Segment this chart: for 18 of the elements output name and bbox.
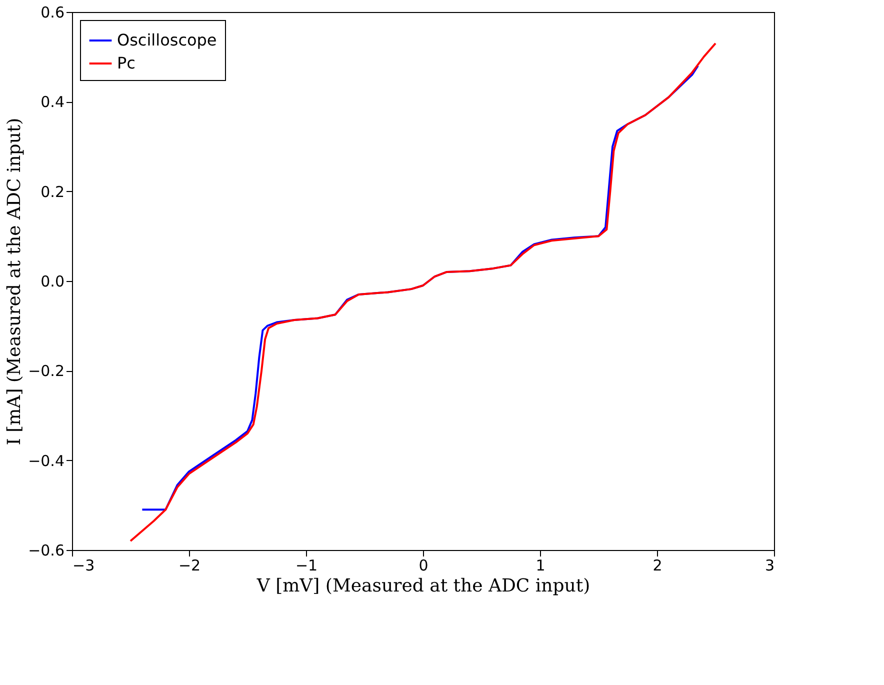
y-tick-label: −0.6	[28, 542, 64, 560]
x-tick-label: 0	[418, 556, 428, 574]
y-tick-label: −0.4	[28, 452, 64, 470]
x-tick-label: −3	[72, 556, 95, 574]
y-tick-label: 0.4	[40, 93, 64, 112]
x-tick-label: 1	[536, 556, 546, 574]
x-tick-label: 3	[764, 556, 774, 574]
y-axis-title: I [mA] (Measured at the ADC input)	[4, 118, 26, 446]
y-tick-label: 0.0	[40, 272, 64, 290]
y-tick-label: 0.2	[40, 182, 64, 201]
y-tick-label: 0.6	[40, 4, 64, 22]
y-tick-label: −0.2	[28, 362, 64, 380]
x-tick-label: −2	[178, 556, 201, 574]
x-tick-label: −1	[295, 556, 318, 574]
x-axis-title: V [mV] (Measured at the ADC input)	[256, 576, 590, 596]
legend-label: Pc	[117, 54, 136, 72]
x-tick-label: 2	[652, 556, 662, 574]
legend-label: Oscilloscope	[117, 30, 217, 50]
